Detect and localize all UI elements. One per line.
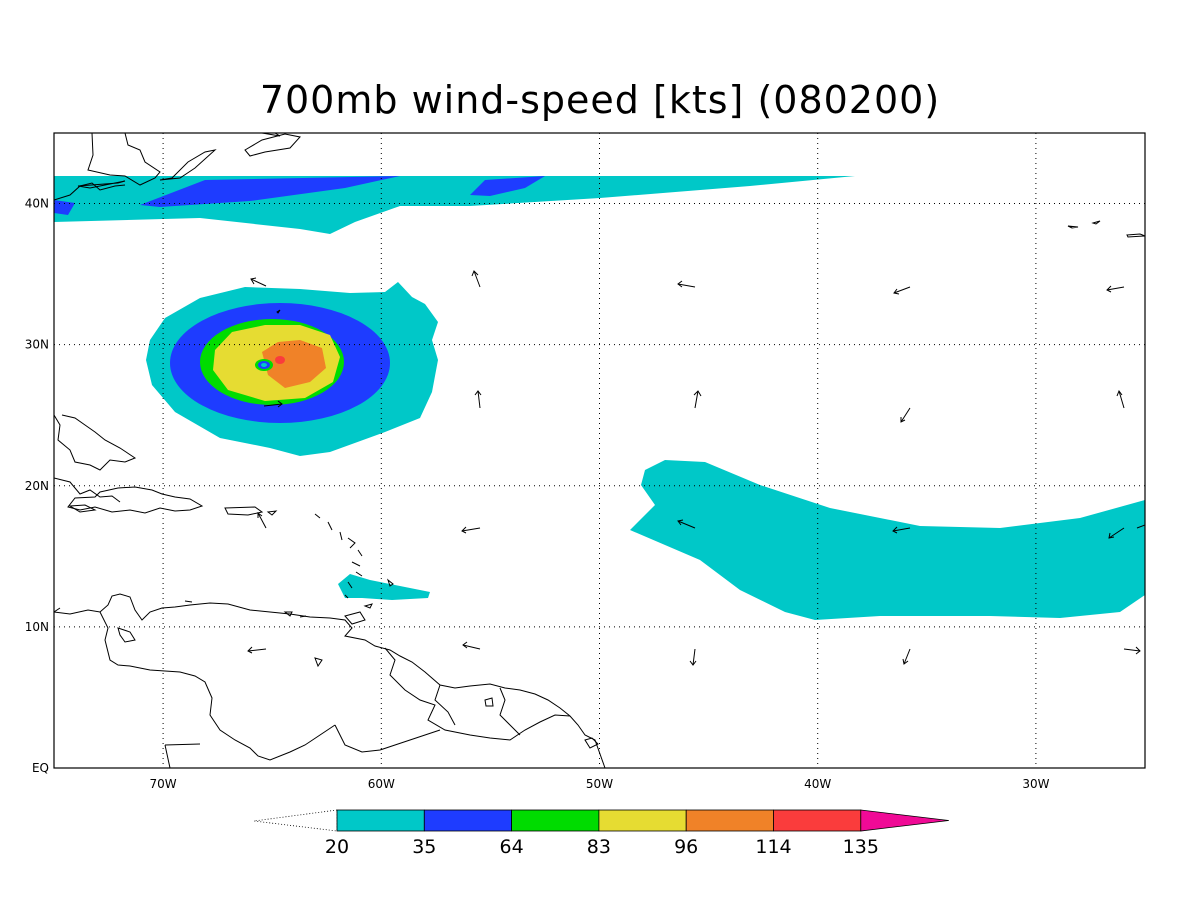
plot-frame xyxy=(53,132,1146,769)
wind-vector xyxy=(1108,527,1125,539)
bermuda xyxy=(276,309,281,314)
gridlines xyxy=(54,133,1145,768)
wind-vector xyxy=(677,280,696,288)
wind-vector xyxy=(902,648,911,665)
wind-vector xyxy=(693,390,702,409)
long-island xyxy=(77,180,126,189)
lesser-antilles xyxy=(314,513,363,599)
azores-2 xyxy=(1091,220,1101,225)
easterly-band-20kt xyxy=(630,460,1145,620)
wind-vector xyxy=(689,648,697,666)
wind-vector xyxy=(257,512,267,529)
lake-maracaibo xyxy=(117,627,136,643)
hurricane-114kt xyxy=(275,356,285,364)
wind-vector xyxy=(893,286,911,295)
colorbar-box xyxy=(336,809,425,832)
amazon-mouth xyxy=(584,737,599,749)
lat-label: 40N xyxy=(25,197,49,211)
wind-vector xyxy=(474,390,482,409)
colorbar-label: 64 xyxy=(500,836,524,858)
wind-vector xyxy=(247,646,267,654)
hurricane-eye xyxy=(261,363,267,367)
caribbean-20kt xyxy=(338,574,430,600)
lon-label: 40W xyxy=(804,777,831,791)
colorbar-label: 96 xyxy=(674,836,698,858)
colorbar-box xyxy=(423,809,512,832)
venezuela-interior xyxy=(99,611,336,761)
wind-vector xyxy=(250,277,267,287)
lon-label: 70W xyxy=(150,777,177,791)
colorbar-label: 35 xyxy=(412,836,436,858)
colorbar-box xyxy=(773,809,862,832)
colorbar-low-triangle xyxy=(253,809,338,832)
colorbar-label: 20 xyxy=(325,836,349,858)
lat-label: 10N xyxy=(25,620,49,634)
margarita xyxy=(314,657,323,668)
nova-scotia xyxy=(159,149,217,181)
colorbar-label: 114 xyxy=(755,836,791,858)
wind-vectors xyxy=(247,270,1146,666)
azores-1 xyxy=(1067,225,1079,229)
north-america-coast-west xyxy=(54,182,126,201)
wind-vector xyxy=(677,519,696,529)
hurricane-96kt xyxy=(262,340,326,388)
bahamas xyxy=(54,414,137,471)
colorbar-box xyxy=(685,809,774,832)
wind-vector xyxy=(1123,646,1141,655)
newfoundland-north xyxy=(261,133,281,137)
colorbar-box xyxy=(511,809,600,832)
cuba xyxy=(54,477,121,503)
lat-label: 30N xyxy=(25,338,49,352)
puerto-rico xyxy=(224,506,264,516)
longitude-labels: 70W 60W 50W 40W 30W xyxy=(150,777,1050,791)
wind-vector xyxy=(1106,285,1125,293)
guyana-border xyxy=(434,684,456,726)
guyana-lake xyxy=(484,697,494,707)
suriname-border xyxy=(499,687,521,736)
trinidad xyxy=(344,611,366,625)
north-america-coast xyxy=(87,133,161,186)
map-title: 700mb wind-speed [kts] (080200) xyxy=(259,78,941,122)
wind-vector xyxy=(900,407,911,423)
wind-vector xyxy=(462,641,481,650)
panama xyxy=(54,607,201,768)
colorbar: 20 35 64 83 96 114 135 xyxy=(253,809,949,858)
lon-label: 50W xyxy=(586,777,613,791)
wind-vector xyxy=(1116,389,1125,409)
colorbar-label: 83 xyxy=(587,836,611,858)
virgin-islands xyxy=(266,510,278,516)
coastlines xyxy=(54,133,1145,768)
jet-band-35kt-east xyxy=(470,176,545,196)
colorbar-label: 135 xyxy=(843,836,879,858)
wind-vector xyxy=(461,526,481,534)
newfoundland xyxy=(244,133,301,157)
jamaica xyxy=(68,504,97,513)
aruba-curacao xyxy=(184,600,307,618)
jet-band-35kt-west xyxy=(140,176,400,207)
brazil-inner xyxy=(334,724,441,753)
wind-speed-fill xyxy=(54,176,1145,620)
tobago xyxy=(363,603,373,609)
colorbar-high-triangle xyxy=(860,809,949,832)
wind-vector xyxy=(892,526,911,534)
wind-vector xyxy=(1136,524,1146,529)
latitude-labels: 40N 30N 20N 10N EQ xyxy=(25,197,49,775)
wind-vector xyxy=(263,400,283,408)
barbados xyxy=(386,578,394,587)
wind-vector xyxy=(471,270,481,288)
lon-label: 60W xyxy=(368,777,395,791)
azores-3 xyxy=(1126,233,1145,238)
lat-label: 20N xyxy=(25,479,49,493)
south-america-coast xyxy=(54,593,606,768)
lat-label: EQ xyxy=(32,761,49,775)
lon-label: 30W xyxy=(1022,777,1049,791)
colorbar-box xyxy=(598,809,687,832)
guiana-borders xyxy=(384,647,571,741)
hispaniola xyxy=(67,486,204,514)
